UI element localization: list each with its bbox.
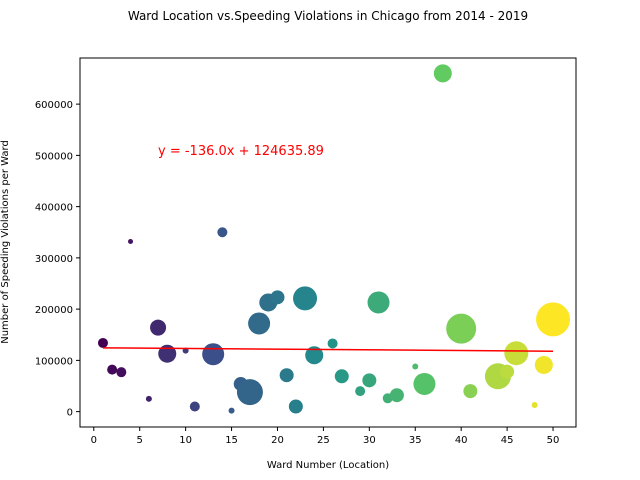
data-point (158, 344, 177, 363)
y-tick-label: 600000 (35, 100, 73, 111)
data-point (413, 372, 436, 395)
y-tick-label: 300000 (35, 254, 73, 265)
chart-title: Ward Location vs.Speeding Violations in … (128, 9, 528, 23)
data-point (288, 399, 303, 414)
data-point (97, 337, 108, 348)
data-point (389, 388, 404, 403)
x-tick-label: 40 (455, 435, 468, 446)
data-point (116, 367, 127, 378)
data-point (412, 363, 419, 370)
x-axis-label: Ward Number (Location) (267, 460, 389, 471)
data-point (531, 401, 538, 408)
x-tick-label: 0 (91, 435, 97, 446)
data-point (504, 341, 529, 366)
x-tick-label: 50 (547, 435, 560, 446)
data-point (446, 313, 477, 344)
y-tick-label: 100000 (35, 356, 73, 367)
data-point (270, 290, 285, 305)
data-point (150, 319, 167, 336)
data-point (305, 346, 324, 365)
x-tick-label: 30 (363, 435, 376, 446)
data-point (128, 238, 134, 244)
data-point (367, 291, 390, 314)
data-point (189, 401, 200, 412)
plot-frame (79, 57, 577, 428)
data-point (334, 369, 349, 384)
data-point (463, 384, 478, 399)
data-point (145, 395, 152, 402)
x-tick-label: 45 (501, 435, 514, 446)
y-tick-label: 500000 (35, 151, 73, 162)
data-point (536, 302, 571, 337)
x-tick-label: 35 (409, 435, 422, 446)
regression-line (102, 347, 554, 352)
data-point (279, 368, 294, 383)
x-tick-label: 10 (179, 435, 192, 446)
x-tick-label: 20 (271, 435, 284, 446)
data-point (202, 343, 225, 366)
y-axis-label: Number of Speeding Violations per Ward (0, 140, 11, 344)
data-point (107, 364, 118, 375)
y-tick-label: 200000 (35, 305, 73, 316)
data-point (362, 373, 377, 388)
data-point (500, 364, 515, 379)
data-point (534, 355, 553, 374)
data-point (228, 407, 235, 414)
data-point (293, 286, 318, 311)
x-tick-label: 25 (317, 435, 330, 446)
y-tick-label: 0 (67, 408, 73, 419)
data-point (355, 386, 366, 397)
data-point (433, 64, 452, 83)
data-point (217, 227, 228, 238)
plot-area: 0 5 10 15 20 25 30 35 40 45 50 0 100000 200000 300000 4… (35, 57, 577, 446)
y-tick-label: 400000 (35, 203, 73, 214)
data-point (248, 312, 271, 335)
regression-equation-label: y = -136.0x + 124635.89 (158, 144, 324, 159)
x-tick-label: 15 (225, 435, 238, 446)
x-tick-label: 5 (137, 435, 143, 446)
data-point (236, 379, 263, 406)
data-point (327, 338, 338, 349)
